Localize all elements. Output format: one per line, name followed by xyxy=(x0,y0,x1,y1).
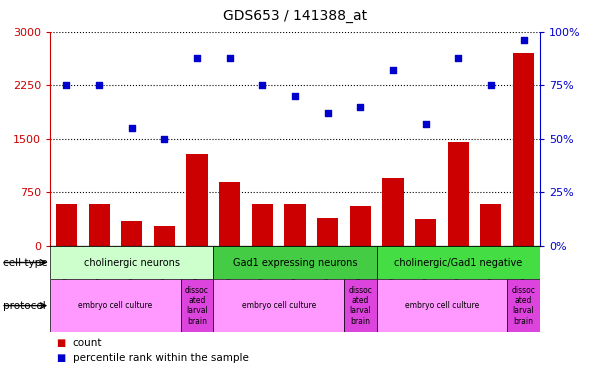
Bar xyxy=(382,178,404,246)
Text: GSM16949: GSM16949 xyxy=(454,246,463,295)
Bar xyxy=(317,218,338,246)
Point xyxy=(94,82,104,88)
Text: GSM16955: GSM16955 xyxy=(519,246,528,295)
Text: cholinergic/Gad1 negative: cholinergic/Gad1 negative xyxy=(394,258,522,267)
Bar xyxy=(448,142,469,246)
Bar xyxy=(513,53,534,246)
Bar xyxy=(56,204,77,246)
Text: protocol: protocol xyxy=(3,301,45,310)
Text: GSM16893: GSM16893 xyxy=(388,246,398,295)
Text: embryo cell culture: embryo cell culture xyxy=(78,301,153,310)
Bar xyxy=(507,279,540,332)
Text: cell type: cell type xyxy=(3,258,48,267)
Bar xyxy=(284,204,306,246)
Point xyxy=(421,121,430,127)
Point xyxy=(258,82,267,88)
Point xyxy=(519,38,528,44)
Text: dissoc
ated
larval
brain: dissoc ated larval brain xyxy=(185,285,209,326)
Text: GSM16894: GSM16894 xyxy=(421,246,430,295)
Point xyxy=(486,82,496,88)
Text: GSM16946: GSM16946 xyxy=(127,246,136,295)
Bar xyxy=(50,279,181,332)
Bar xyxy=(344,279,376,332)
Bar xyxy=(376,279,507,332)
Point xyxy=(356,104,365,110)
Point xyxy=(388,68,398,74)
Bar xyxy=(415,219,436,246)
Bar xyxy=(480,204,502,246)
Bar xyxy=(121,220,142,246)
Bar xyxy=(219,182,240,246)
Bar xyxy=(376,246,540,279)
Point xyxy=(323,110,332,116)
Text: GSM16951: GSM16951 xyxy=(225,246,234,295)
Point xyxy=(62,82,71,88)
Text: ■: ■ xyxy=(56,338,65,348)
Text: GSM16944: GSM16944 xyxy=(62,246,71,295)
Text: dissoc
ated
larval
brain: dissoc ated larval brain xyxy=(348,285,372,326)
Point xyxy=(127,125,136,131)
Bar xyxy=(181,279,214,332)
Point xyxy=(160,136,169,142)
Text: cholinergic neurons: cholinergic neurons xyxy=(84,258,180,267)
Text: percentile rank within the sample: percentile rank within the sample xyxy=(73,353,248,363)
Text: GSM16956: GSM16956 xyxy=(356,246,365,295)
Bar xyxy=(214,279,344,332)
Bar xyxy=(214,246,376,279)
Bar xyxy=(50,246,214,279)
Text: GSM16954: GSM16954 xyxy=(323,246,332,295)
Text: GSM16953: GSM16953 xyxy=(290,246,300,295)
Text: ■: ■ xyxy=(56,353,65,363)
Bar xyxy=(186,154,208,246)
Text: embryo cell culture: embryo cell culture xyxy=(241,301,316,310)
Point xyxy=(290,93,300,99)
Bar xyxy=(252,204,273,246)
Text: Gad1 expressing neurons: Gad1 expressing neurons xyxy=(232,258,358,267)
Text: embryo cell culture: embryo cell culture xyxy=(405,301,479,310)
Text: GSM16945: GSM16945 xyxy=(94,246,104,295)
Bar xyxy=(350,206,371,246)
Point xyxy=(225,54,234,60)
Point xyxy=(192,54,202,60)
Text: dissoc
ated
larval
brain: dissoc ated larval brain xyxy=(512,285,536,326)
Text: GSM16947: GSM16947 xyxy=(160,246,169,295)
Bar xyxy=(88,204,110,246)
Text: GDS653 / 141388_at: GDS653 / 141388_at xyxy=(223,9,367,23)
Text: GSM16950: GSM16950 xyxy=(486,246,496,295)
Point xyxy=(454,54,463,60)
Text: GSM16952: GSM16952 xyxy=(258,246,267,295)
Text: GSM16948: GSM16948 xyxy=(192,246,202,295)
Bar xyxy=(154,226,175,246)
Text: count: count xyxy=(73,338,102,348)
